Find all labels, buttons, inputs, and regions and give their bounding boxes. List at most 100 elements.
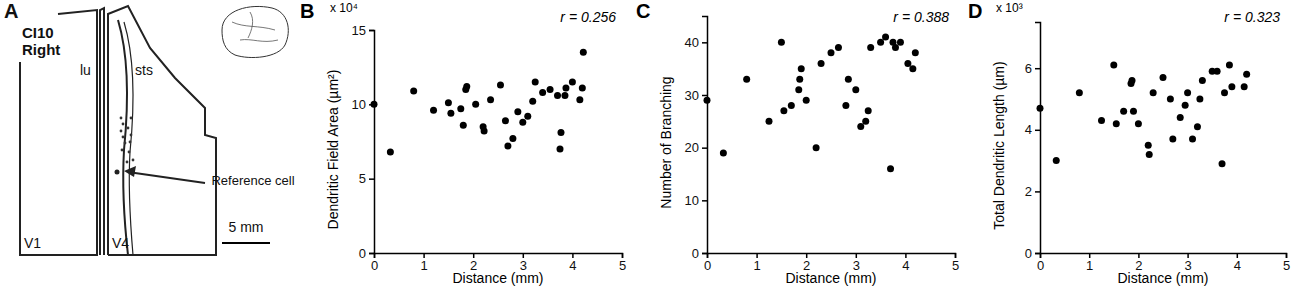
point bbox=[410, 87, 417, 94]
tick: 1 bbox=[753, 253, 760, 273]
point bbox=[1228, 83, 1235, 90]
tick-mark bbox=[1035, 68, 1040, 70]
tick-label: 5 bbox=[952, 258, 959, 273]
point bbox=[798, 65, 805, 72]
point bbox=[445, 99, 452, 106]
tick-mark bbox=[1035, 130, 1040, 132]
y-multiplier: x 10⁴ bbox=[330, 1, 358, 15]
axis-line bbox=[1035, 23, 1041, 254]
hemisphere: Right bbox=[22, 41, 60, 58]
tick-label: 4 bbox=[1025, 122, 1032, 137]
point bbox=[803, 97, 810, 104]
arrow-head bbox=[124, 166, 136, 177]
cell bbox=[129, 141, 132, 144]
area-label: V1 bbox=[24, 235, 41, 251]
point bbox=[1098, 117, 1105, 124]
point bbox=[1146, 151, 1153, 158]
tick: 4 bbox=[902, 253, 909, 273]
panel-label: B bbox=[300, 0, 314, 22]
outline bbox=[108, 6, 216, 255]
point bbox=[1194, 123, 1201, 130]
tick-mark bbox=[1035, 191, 1040, 193]
axis-line bbox=[369, 31, 375, 254]
tick-label: 20 bbox=[685, 140, 699, 155]
cell bbox=[126, 161, 129, 164]
point bbox=[1177, 114, 1184, 121]
axis-line bbox=[1041, 254, 1287, 259]
y-multiplier: x 10³ bbox=[996, 1, 1023, 15]
tick-label: 6 bbox=[1025, 61, 1032, 76]
cell bbox=[128, 151, 131, 154]
point bbox=[561, 92, 568, 99]
points bbox=[704, 34, 919, 173]
y-axis: 051015 bbox=[352, 23, 375, 261]
tick: 5 bbox=[1283, 253, 1290, 273]
tick: 4 bbox=[1025, 122, 1040, 137]
point bbox=[1037, 105, 1044, 112]
tick: 10 bbox=[685, 193, 707, 208]
point bbox=[835, 44, 842, 51]
y-axis: 0246 bbox=[1025, 23, 1041, 261]
panel-label: A bbox=[4, 0, 18, 22]
arrow bbox=[128, 172, 205, 183]
sulcus bbox=[124, 22, 133, 255]
tick-label: 10 bbox=[685, 193, 699, 208]
point bbox=[857, 123, 864, 130]
point bbox=[1135, 120, 1142, 127]
tick-mark bbox=[1035, 253, 1040, 255]
points bbox=[371, 49, 587, 156]
point bbox=[813, 144, 820, 151]
point bbox=[862, 118, 869, 125]
point bbox=[569, 79, 576, 86]
tick: 4 bbox=[569, 253, 576, 273]
point bbox=[1243, 71, 1250, 78]
point bbox=[1167, 96, 1174, 103]
tick-label: 2 bbox=[1025, 184, 1032, 199]
point bbox=[371, 101, 378, 108]
tick-mark bbox=[702, 95, 707, 97]
point bbox=[1150, 89, 1157, 96]
point bbox=[1160, 74, 1167, 81]
cell bbox=[120, 130, 123, 133]
tick: 0 bbox=[1037, 253, 1044, 273]
tick: 15 bbox=[352, 23, 374, 38]
point bbox=[882, 34, 889, 41]
axis-line bbox=[708, 254, 956, 259]
point bbox=[1145, 142, 1152, 149]
point bbox=[1182, 102, 1189, 109]
point bbox=[504, 142, 511, 149]
cell bbox=[122, 136, 125, 139]
brain-icon bbox=[222, 6, 288, 57]
tick-label: 10 bbox=[352, 97, 366, 112]
point bbox=[524, 113, 531, 120]
point bbox=[780, 107, 787, 114]
panel-a: ACI10RightlustsV1V4Reference cell5 mm bbox=[4, 0, 295, 255]
point bbox=[562, 84, 569, 91]
scale-label: 5 mm bbox=[229, 219, 264, 235]
point bbox=[1214, 68, 1221, 75]
point bbox=[1221, 89, 1228, 96]
point bbox=[1110, 62, 1117, 69]
panel-label: D bbox=[968, 0, 982, 22]
point bbox=[509, 135, 516, 142]
outline bbox=[20, 10, 97, 255]
point bbox=[502, 117, 509, 124]
tick-label: 4 bbox=[1234, 258, 1241, 273]
point bbox=[457, 105, 464, 112]
outline bbox=[100, 8, 104, 255]
panel-label: C bbox=[636, 0, 650, 22]
point bbox=[818, 60, 825, 67]
point bbox=[547, 86, 554, 93]
point bbox=[1130, 108, 1137, 115]
chart: 0123450246DDistance (mm)Total Dendritic … bbox=[968, 0, 1290, 286]
tick-label: 5 bbox=[359, 171, 366, 186]
tick-mark bbox=[369, 178, 374, 180]
point bbox=[1113, 120, 1120, 127]
y-axis: 010203040 bbox=[685, 17, 708, 261]
point bbox=[472, 101, 479, 108]
x-axis-title: Distance (mm) bbox=[1117, 270, 1208, 286]
point bbox=[1196, 96, 1203, 103]
y-axis-title: Dendritic Field Area (µm²) bbox=[325, 70, 341, 230]
tick-label: 1 bbox=[1086, 258, 1093, 273]
point bbox=[539, 89, 546, 96]
